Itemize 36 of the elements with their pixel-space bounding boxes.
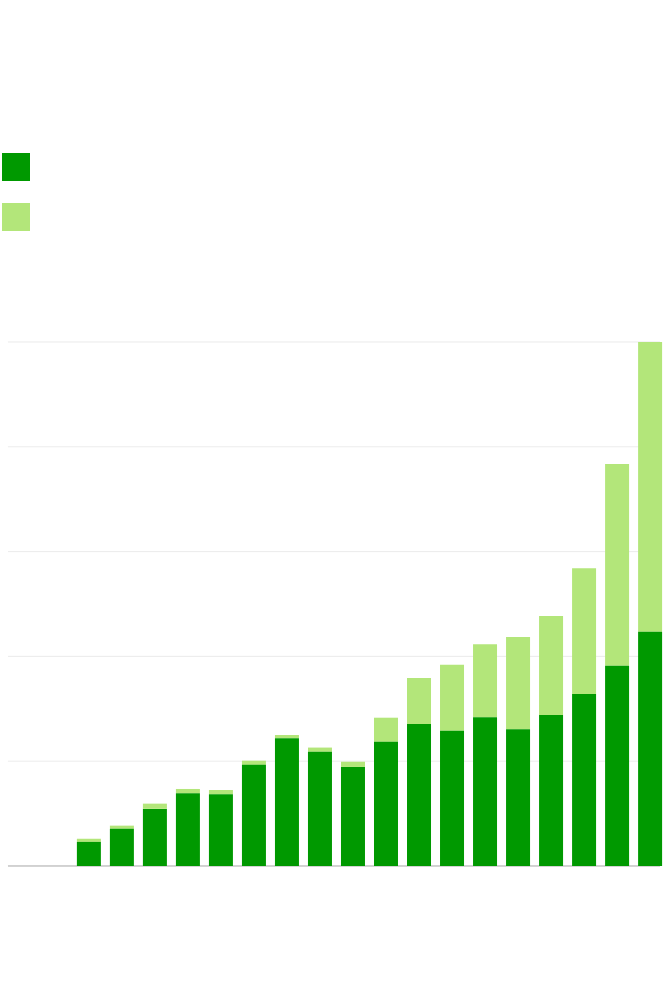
bar bbox=[307, 751, 332, 866]
bar bbox=[440, 730, 465, 866]
bar bbox=[274, 734, 299, 739]
bar bbox=[374, 717, 398, 742]
bar bbox=[208, 794, 233, 866]
bar bbox=[340, 766, 365, 866]
bar bbox=[572, 694, 597, 866]
bar bbox=[241, 764, 266, 866]
bar bbox=[208, 790, 233, 795]
bar bbox=[440, 664, 465, 731]
bar bbox=[407, 723, 432, 866]
bar bbox=[506, 729, 531, 866]
bar bbox=[473, 717, 498, 866]
bar bbox=[605, 665, 630, 866]
bar bbox=[142, 803, 167, 809]
bar bbox=[407, 677, 432, 724]
bar bbox=[539, 616, 564, 716]
bar bbox=[638, 341, 663, 632]
bar bbox=[175, 793, 200, 866]
bar bbox=[340, 761, 365, 767]
bar bbox=[307, 747, 332, 752]
bar bbox=[241, 760, 266, 765]
bar bbox=[76, 838, 101, 842]
bar bbox=[109, 828, 134, 866]
bar bbox=[175, 788, 200, 794]
bar bbox=[142, 808, 167, 866]
bar bbox=[638, 631, 663, 866]
bar bbox=[539, 715, 564, 866]
bar bbox=[506, 637, 531, 730]
bar bbox=[274, 738, 299, 866]
bar bbox=[473, 644, 498, 718]
bar bbox=[572, 568, 597, 695]
bar bbox=[374, 741, 398, 866]
bar bbox=[605, 464, 630, 666]
bar bbox=[109, 825, 134, 829]
bar bbox=[76, 841, 101, 866]
